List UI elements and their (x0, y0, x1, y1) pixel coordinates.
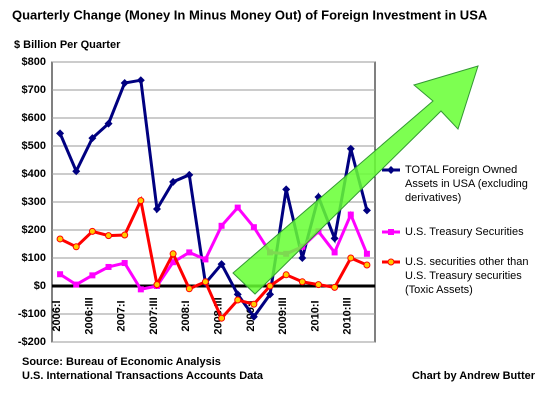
data-point (250, 224, 257, 231)
data-point (218, 222, 225, 229)
y-tick-label: $600 (22, 112, 46, 124)
y-tick-label: $200 (22, 224, 46, 236)
data-point (185, 285, 193, 293)
data-point (57, 271, 64, 278)
data-point (298, 278, 306, 286)
x-tick-label: 2006:I (51, 300, 63, 331)
data-point (217, 260, 226, 269)
data-point (298, 254, 307, 262)
x-tick-label: 2010:I (309, 300, 321, 331)
data-point (152, 205, 161, 213)
x-tick-label: 2010:III (342, 297, 354, 334)
x-tick-label: 2006:III (83, 297, 95, 334)
x-tick-label: 2008:I (180, 300, 192, 331)
data-point (56, 129, 65, 138)
y-tick-label: $700 (22, 84, 46, 96)
data-point (282, 185, 291, 194)
data-point (104, 119, 113, 128)
legend-label: U.S. securities other than U.S. Treasury… (405, 256, 529, 296)
data-point (250, 300, 258, 308)
y-tick-label: $500 (22, 140, 46, 152)
data-point (153, 281, 161, 289)
data-point (331, 249, 338, 256)
data-point (346, 144, 355, 153)
data-point (347, 211, 354, 218)
data-point (105, 263, 112, 270)
legend-marker (388, 229, 394, 235)
legend-label: TOTAL Foreign Owned Assets in USA (exclu… (405, 164, 528, 204)
source-line: Source: Bureau of Economic Analysis (22, 356, 221, 368)
data-point (266, 290, 275, 299)
y-tick-label: $800 (22, 56, 46, 68)
trend-arrow (232, 65, 479, 295)
data-point (105, 232, 113, 240)
data-point (88, 227, 96, 235)
data-point (330, 234, 339, 243)
data-point (249, 312, 258, 321)
data-point (185, 170, 194, 179)
credit: Chart by Andrew Butter (412, 370, 536, 382)
data-point (137, 197, 145, 205)
data-point (72, 167, 81, 176)
data-point (233, 290, 242, 299)
data-point (89, 272, 96, 279)
data-point (169, 177, 178, 186)
data-point (234, 204, 241, 211)
y-tick-label: $0 (34, 280, 46, 292)
data-point (347, 254, 355, 262)
data-point (186, 249, 193, 256)
y-tick-label: -$100 (18, 308, 46, 320)
data-point (121, 231, 129, 239)
data-point (202, 256, 209, 263)
data-point (56, 235, 64, 243)
legend-marker (387, 166, 395, 174)
legend-marker (387, 258, 395, 266)
data-point (169, 250, 177, 258)
data-point (72, 243, 80, 251)
x-tick-label: 2007:III (148, 297, 160, 334)
data-point (170, 259, 177, 266)
data-point (282, 271, 290, 279)
source-line: U.S. International Transactions Accounts… (22, 370, 264, 382)
data-point (88, 134, 97, 143)
data-point (314, 281, 322, 289)
y-tick-label: $400 (22, 168, 46, 180)
data-point (331, 283, 339, 291)
x-tick-label: 2007:I (116, 300, 128, 331)
data-point (266, 282, 274, 290)
chart-title: Quarterly Change (Money In Minus Money O… (12, 7, 488, 22)
data-point (136, 76, 145, 85)
data-point (137, 286, 144, 293)
y-tick-label: $300 (22, 196, 46, 208)
data-point (120, 79, 129, 87)
data-point (73, 281, 80, 288)
y-axis-label: $ Billion Per Quarter (14, 39, 121, 51)
x-tick-label: 2009:III (277, 297, 289, 334)
data-point (201, 278, 209, 286)
legend-label: U.S. Treasury Securities (405, 226, 524, 238)
y-tick-label: -$200 (18, 336, 46, 348)
data-point (363, 261, 371, 269)
data-point (362, 206, 371, 215)
data-point (234, 296, 242, 304)
data-point (363, 250, 370, 257)
data-point (121, 260, 128, 267)
y-tick-label: $100 (22, 252, 46, 264)
data-point (218, 314, 226, 322)
